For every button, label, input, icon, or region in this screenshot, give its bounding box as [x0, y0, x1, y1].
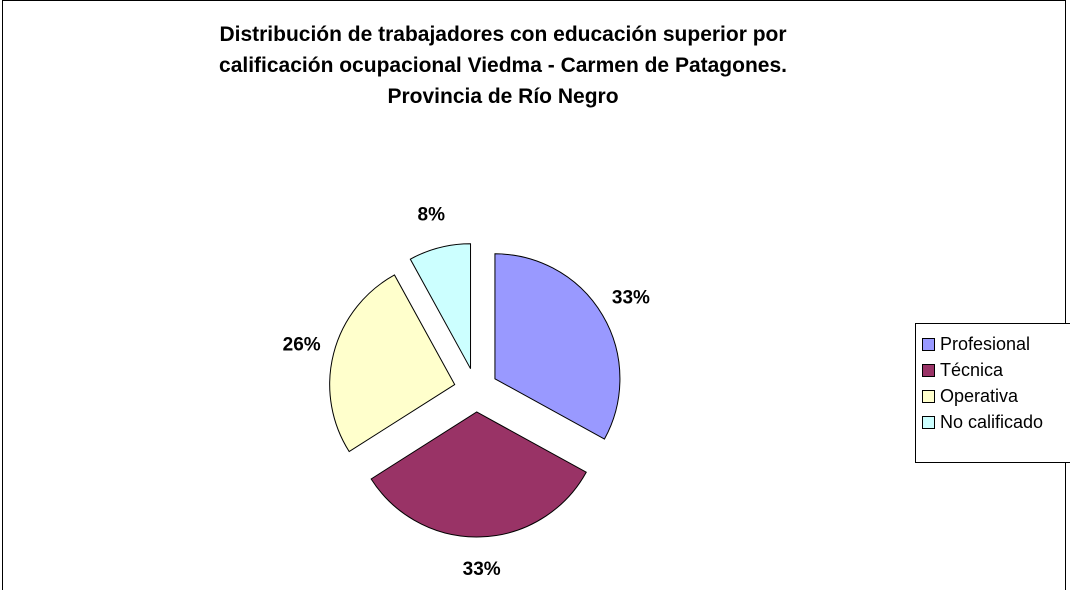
chart-title-line-3: Provincia de Río Negro	[387, 85, 619, 108]
legend-item-operativa: Operativa	[916, 383, 1070, 409]
pie-slice-no-calificado	[409, 243, 472, 369]
pie-slice-operativa	[329, 274, 456, 453]
data-label-no-calificado: 8%	[418, 205, 446, 226]
legend-swatch-profesional	[922, 337, 935, 351]
pie-slice-profesional	[494, 253, 621, 440]
pie-slice-tecnica	[370, 411, 587, 538]
data-label-tecnica: 33%	[463, 559, 501, 580]
legend-label-profesional: Profesional	[940, 333, 1031, 354]
data-label-profesional: 33%	[612, 287, 650, 308]
legend-label-tecnica: Técnica	[940, 359, 1004, 380]
chart-title-line-2: calificación ocupacional Viedma - Carmen…	[219, 54, 787, 77]
legend-label-operativa: Operativa	[940, 385, 1019, 406]
legend: Profesional Técnica Operativa No calific…	[915, 323, 1070, 463]
chart-title-line-1: Distribución de trabajadores con educaci…	[219, 23, 787, 46]
legend-swatch-operativa	[922, 389, 935, 403]
legend-swatch-no-calificado	[922, 415, 935, 429]
data-label-operativa: 26%	[283, 334, 321, 355]
chart-title: Distribución de trabajadores con educaci…	[83, 19, 923, 112]
legend-swatch-tecnica	[922, 363, 935, 377]
legend-label-no-calificado: No calificado	[940, 411, 1044, 432]
legend-item-profesional: Profesional	[916, 331, 1070, 357]
legend-item-no-calificado: No calificado	[916, 409, 1070, 435]
legend-item-tecnica: Técnica	[916, 357, 1070, 383]
